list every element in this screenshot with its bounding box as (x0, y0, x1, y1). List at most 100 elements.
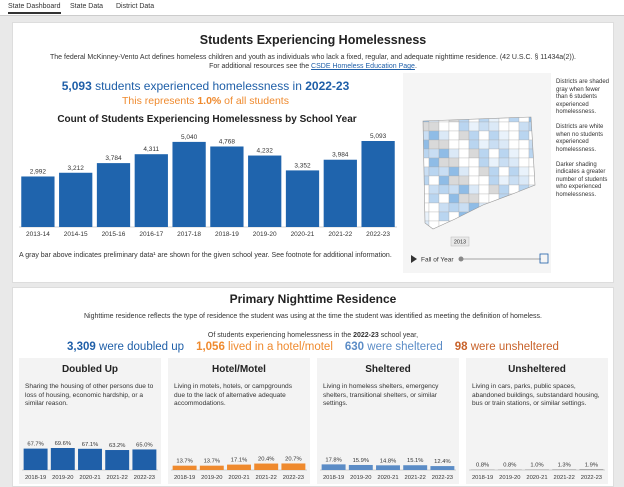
map-district (439, 167, 449, 176)
map-district (449, 185, 459, 194)
value-label: 2,992 (30, 168, 47, 175)
map-district (459, 203, 469, 212)
bar (403, 465, 427, 470)
value-label: 5,093 (370, 133, 387, 140)
x-tick-label: 2021-22 (554, 475, 575, 481)
value-label: 67.7% (27, 442, 43, 448)
map-note: Districts are white when no students exp… (556, 124, 610, 154)
stat-number: 630 (345, 341, 364, 353)
map-district (429, 149, 439, 158)
map-district (519, 176, 529, 185)
value-label: 12.4% (434, 459, 450, 465)
x-tick-label: 2021-22 (256, 475, 277, 481)
map-district (519, 140, 529, 149)
description: Nighttime residence reflects the type of… (13, 312, 613, 321)
count-stat: 5,093 students experienced homelessness … (13, 79, 398, 93)
map-district (439, 149, 449, 158)
map-district (439, 185, 449, 194)
map-district (489, 167, 499, 176)
value-label: 3,784 (105, 155, 122, 162)
share-suffix: of all students (224, 95, 289, 107)
map-district (449, 158, 459, 167)
map-district (489, 131, 499, 140)
value-label: 15.9% (353, 458, 369, 464)
x-tick-label: 2019-20 (253, 231, 277, 238)
description: The federal McKinney-Vento Act defines h… (23, 53, 603, 71)
bar (97, 163, 130, 227)
value-label: 20.7% (285, 456, 301, 462)
tab[interactable]: District Data (116, 3, 154, 10)
map-district (509, 131, 519, 140)
stat-number: 98 (455, 341, 468, 353)
card-description: Living in homeless shelters, emergency s… (323, 383, 453, 409)
bar (200, 466, 224, 470)
map-note: Districts are shaded gray when fewer tha… (556, 79, 610, 117)
value-label: 4,768 (219, 138, 236, 145)
map-district (439, 140, 449, 149)
tab[interactable]: State Dashboard (8, 3, 61, 14)
map-district (459, 176, 469, 185)
map-district (479, 149, 489, 158)
map-district (479, 131, 489, 140)
slider-handle[interactable] (459, 257, 464, 262)
value-label: 20.4% (258, 457, 274, 463)
map-district (469, 194, 479, 203)
x-tick-label: 2022-23 (134, 475, 155, 481)
map-district (499, 158, 509, 167)
value-label: 3,212 (68, 165, 85, 172)
map-district (519, 158, 529, 167)
stat-text: were doubled up (99, 341, 184, 353)
map-legend: Districts are shaded gray when fewer tha… (556, 79, 610, 199)
map-district (479, 122, 489, 131)
map-district (479, 140, 489, 149)
stat: 98 were unsheltered (455, 341, 559, 353)
map-district (449, 131, 459, 140)
tab[interactable]: State Data (70, 3, 103, 10)
map-district (469, 149, 479, 158)
resources-text: For additional resources see the (209, 63, 309, 70)
value-label: 17.1% (231, 458, 247, 464)
card-chart: 17.8%2018-1915.9%2019-2014.8%2020-2115.1… (317, 420, 459, 482)
value-label: 4,232 (257, 148, 274, 155)
bar (51, 448, 75, 470)
map-district (469, 185, 479, 194)
map-district (519, 149, 529, 158)
x-tick-label: 2022-23 (432, 475, 453, 481)
x-tick-label: 2018-19 (215, 231, 239, 238)
tab-bar: State Dashboard State Data District Data (0, 0, 624, 16)
chart-title: Count of Students Experiencing Homelessn… (57, 114, 356, 125)
x-tick-label: 2018-19 (25, 475, 46, 481)
map-district (449, 176, 459, 185)
resources-link[interactable]: CSDE Homeless Education Page (311, 63, 415, 70)
map-district (479, 176, 489, 185)
map-district (449, 140, 459, 149)
map-district (429, 203, 439, 212)
map-district (499, 140, 509, 149)
map-district (489, 149, 499, 158)
stat: 630 were sheltered (345, 341, 443, 353)
map-district (439, 158, 449, 167)
value-label: 1.3% (558, 463, 571, 469)
map-district (469, 131, 479, 140)
map-district (499, 185, 509, 194)
residence-panel: Primary Nighttime Residence Nighttime re… (12, 287, 614, 487)
x-tick-label: 2020-21 (526, 475, 547, 481)
map-district (459, 131, 469, 140)
bar (105, 450, 129, 470)
bar (173, 466, 197, 470)
map-district (449, 149, 459, 158)
map-district (469, 158, 479, 167)
value-label: 1.0% (530, 463, 543, 469)
map-district (429, 122, 439, 131)
map-district (469, 176, 479, 185)
panel-title: Students Experiencing Homelessness (13, 33, 613, 47)
value-label: 13.7% (204, 459, 220, 465)
value-label: 67.1% (82, 442, 98, 448)
value-label: 63.2% (109, 443, 125, 449)
map-district (489, 122, 499, 131)
description-text: The federal McKinney-Vento Act defines h… (50, 54, 576, 61)
map-district (439, 122, 449, 131)
